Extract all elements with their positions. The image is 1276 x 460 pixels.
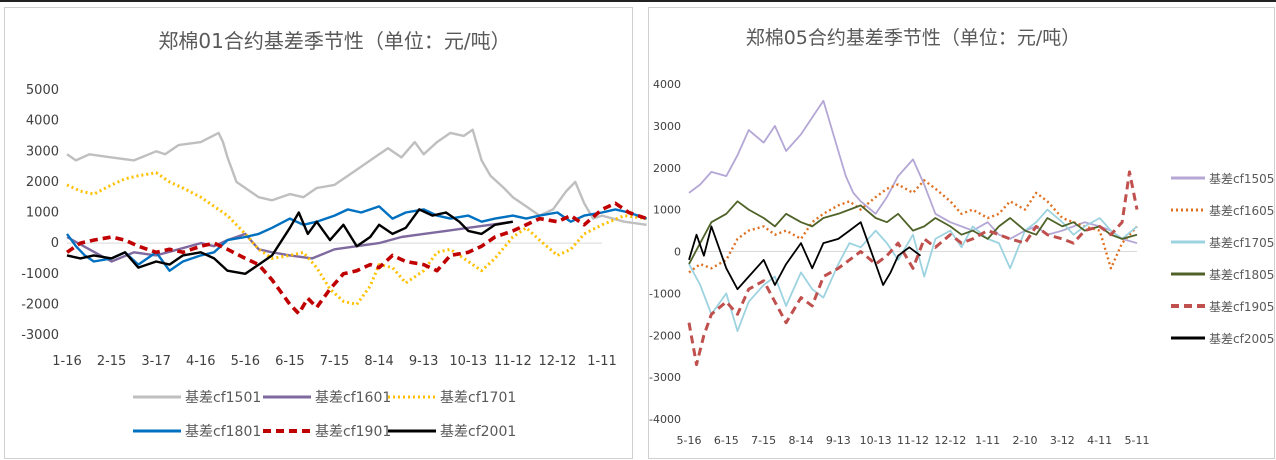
y-tick-label: -2000	[21, 297, 59, 312]
chart-cf05: 郑棉05合约基差季节性（单位：元/吨） 4000 3000 2000 1000 0 -100…	[649, 27, 1274, 447]
x-tick-label: 9-13	[826, 434, 851, 447]
chart-title: 郑棉05合约基差季节性（单位：元/吨）	[746, 27, 1081, 49]
chart-title: 郑棉01合约基差季节性（单位：元/吨）	[158, 29, 510, 53]
y-tick-label: -2000	[649, 329, 681, 342]
series-line-基差cf1505	[688, 99, 1138, 244]
x-tick-label: 12-12	[934, 434, 966, 447]
legend-label-基差cf1605: 基差cf1605	[1209, 204, 1274, 218]
y-tick-label: 2000	[26, 175, 59, 190]
legend-label-基差cf1705: 基差cf1705	[1209, 236, 1274, 250]
x-tick-label: 4-16	[186, 354, 216, 369]
y-tick-label: -3000	[649, 371, 681, 384]
series-line-基差cf1801	[66, 205, 647, 272]
series-line-基差cf1901	[65, 201, 648, 316]
x-tick-label: 6-15	[275, 354, 305, 369]
y-tick-label: 0	[674, 246, 681, 259]
x-tick-label: 9-13	[409, 354, 439, 369]
x-tick-label: 1-16	[52, 354, 82, 369]
x-tick-label: 11-12	[494, 354, 532, 369]
x-tick-label: 8-14	[364, 354, 394, 369]
x-tick-label: 5-16	[231, 354, 261, 369]
x-tick-label: 5-16	[677, 434, 702, 447]
legend-label-基差cf2005: 基差cf2005	[1209, 332, 1274, 346]
x-tick-label: 6-15	[714, 434, 739, 447]
y-tick-label: 1000	[653, 204, 681, 217]
legend-label-基差cf1505: 基差cf1505	[1209, 172, 1274, 186]
series-line-基差cf2005	[688, 221, 922, 291]
chart-panel-cf01: 郑棉01合约基差季节性（单位：元/吨） 5000 4000 3000 2000 1000 0…	[4, 7, 648, 459]
legend-label-基差cf1801: 基差cf1801	[185, 423, 261, 440]
x-tick-label: 3-17	[141, 354, 171, 369]
series-line-基差cf1905	[687, 170, 1139, 367]
legend-label-基差cf2001: 基差cf2001	[440, 423, 516, 440]
x-tick-label: 11-12	[897, 434, 929, 447]
x-tick-label: 4-11	[1087, 434, 1112, 447]
y-tick-label: 3000	[653, 120, 681, 133]
x-tick-label: 10-13	[449, 354, 487, 369]
series-line-基差cf1501	[66, 128, 647, 226]
x-tick-label: 12-12	[539, 354, 577, 369]
x-tick-label: 5-11	[1125, 434, 1150, 447]
legend-label-基差cf1501: 基差cf1501	[185, 389, 261, 406]
y-tick-label: 3000	[26, 144, 59, 159]
chart-cf01: 郑棉01合约基差季节性（单位：元/吨） 5000 4000 3000 2000 1000 0…	[21, 29, 648, 440]
legend-label-基差cf1701: 基差cf1701	[440, 389, 516, 406]
top-border-line	[0, 0, 1276, 2]
y-tick-label: 4000	[26, 114, 59, 129]
x-tick-label: 3-12	[1050, 434, 1075, 447]
chart-panel-cf05: 郑棉05合约基差季节性（单位：元/吨） 4000 3000 2000 1000 0 -100…	[648, 7, 1275, 459]
series-line-基差cf2001	[66, 208, 514, 275]
x-tick-label: 7-15	[320, 354, 350, 369]
y-tick-label: -1000	[649, 287, 681, 300]
y-tick-label: 4000	[653, 78, 681, 91]
legend-label-基差cf1905: 基差cf1905	[1209, 300, 1274, 314]
y-tick-label: 5000	[26, 83, 59, 98]
series-line-基差cf1701	[66, 171, 647, 306]
series-line-基差cf1805	[688, 200, 1138, 265]
x-tick-label: 2-10	[1013, 434, 1038, 447]
legend-label-基差cf1805: 基差cf1805	[1209, 268, 1274, 282]
x-tick-label: 1-11	[587, 354, 617, 369]
y-tick-label: 2000	[653, 162, 681, 175]
x-tick-label: 8-14	[789, 434, 814, 447]
x-tick-label: 2-15	[97, 354, 127, 369]
series-line-基差cf1605	[688, 179, 1138, 274]
x-tick-label: 7-15	[751, 434, 776, 447]
legend-label-基差cf1901: 基差cf1901	[315, 423, 391, 440]
x-tick-label: 1-11	[975, 434, 1000, 447]
y-tick-label: -4000	[649, 413, 681, 426]
y-tick-label: -3000	[21, 328, 59, 343]
x-tick-label: 10-13	[860, 434, 892, 447]
y-tick-label: 1000	[26, 206, 59, 221]
series-line-基差cf1705	[688, 208, 1138, 333]
y-tick-label: 0	[51, 236, 59, 251]
legend-label-基差cf1601: 基差cf1601	[315, 389, 391, 406]
y-tick-label: -1000	[21, 267, 59, 282]
series-line-基差cf1601	[66, 220, 513, 263]
